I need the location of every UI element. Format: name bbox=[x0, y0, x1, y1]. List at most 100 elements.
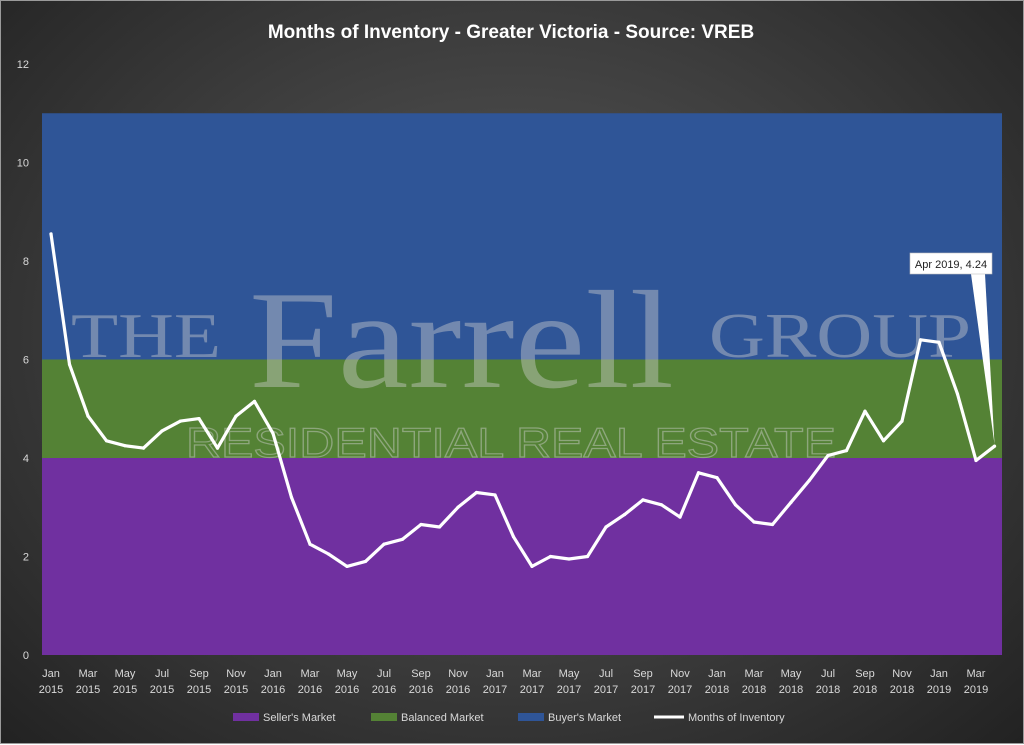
x-tick-year: 2017 bbox=[520, 684, 544, 696]
y-tick-label: 10 bbox=[17, 158, 29, 170]
series-line-months-of-inventory bbox=[49, 232, 997, 569]
data-point bbox=[622, 513, 627, 517]
data-point bbox=[271, 431, 275, 435]
x-tick-month: Jan bbox=[42, 668, 60, 680]
x-tick-year: 2017 bbox=[557, 684, 581, 696]
x-tick-year: 2016 bbox=[335, 684, 359, 696]
band-2 bbox=[42, 113, 1002, 360]
x-tick-year: 2017 bbox=[668, 684, 692, 696]
x-tick-month: Sep bbox=[411, 668, 431, 680]
legend-swatch bbox=[371, 713, 397, 721]
data-point bbox=[141, 446, 146, 450]
legend-swatch bbox=[233, 713, 259, 721]
data-point bbox=[900, 419, 904, 423]
chart-title: Months of Inventory - Greater Victoria -… bbox=[268, 22, 754, 43]
x-tick-year: 2019 bbox=[927, 684, 951, 696]
data-point bbox=[345, 564, 349, 568]
x-tick-month: Jan bbox=[264, 668, 282, 680]
x-tick-month: Jul bbox=[155, 668, 169, 680]
data-point bbox=[252, 399, 257, 403]
x-tick-month: Mar bbox=[967, 668, 986, 680]
x-tick-year: 2018 bbox=[853, 684, 877, 696]
x-tick-month: Sep bbox=[855, 668, 875, 680]
data-point bbox=[67, 362, 72, 367]
data-point bbox=[104, 439, 109, 443]
x-tick-year: 2016 bbox=[261, 684, 285, 696]
legend-item: Seller's Market bbox=[233, 712, 335, 724]
data-point bbox=[178, 419, 183, 423]
series-points bbox=[49, 232, 997, 568]
band-0 bbox=[42, 458, 1002, 655]
data-point bbox=[696, 471, 701, 475]
data-point bbox=[419, 522, 423, 527]
y-tick-label: 8 bbox=[23, 256, 29, 268]
x-tick-year: 2015 bbox=[224, 684, 248, 696]
watermark-the: THE bbox=[71, 300, 221, 371]
watermark: THE Farrell GROUP RESIDENTIAL REAL ESTAT… bbox=[71, 263, 971, 467]
x-tick-month: Jan bbox=[486, 668, 504, 680]
x-tick-month: Mar bbox=[301, 668, 320, 680]
x-tick-month: Sep bbox=[189, 668, 209, 680]
data-point bbox=[937, 340, 941, 344]
x-tick-year: 2016 bbox=[298, 684, 322, 696]
watermark-tagline: RESIDENTIAL REAL ESTATE bbox=[186, 419, 836, 466]
y-tick-label: 6 bbox=[23, 355, 29, 367]
x-tick-month: Nov bbox=[448, 668, 468, 680]
x-tick-month: May bbox=[781, 668, 802, 680]
data-point bbox=[326, 552, 331, 556]
data-point bbox=[123, 444, 127, 448]
x-tick-year: 2018 bbox=[779, 684, 803, 696]
x-tick-year: 2018 bbox=[890, 684, 914, 696]
x-tick-month: Jul bbox=[821, 668, 835, 680]
x-tick-year: 2016 bbox=[446, 684, 470, 696]
data-point bbox=[715, 476, 719, 480]
x-tick-year: 2017 bbox=[594, 684, 618, 696]
data-point bbox=[437, 525, 442, 529]
data-point bbox=[86, 414, 90, 418]
data-point bbox=[641, 498, 645, 502]
watermark-farrell: Farrell bbox=[249, 263, 674, 418]
band-1 bbox=[42, 359, 1002, 458]
x-tick-year: 2015 bbox=[76, 684, 100, 696]
data-point bbox=[308, 542, 312, 546]
data-point bbox=[548, 554, 553, 559]
data-point bbox=[770, 522, 775, 527]
callout-label: Apr 2019, 4.24 bbox=[915, 259, 987, 271]
data-point bbox=[844, 449, 849, 453]
data-point bbox=[826, 453, 830, 458]
x-tick-month: Nov bbox=[226, 668, 246, 680]
annotation: Apr 2019, 4.24 bbox=[909, 252, 995, 445]
x-tick-month: May bbox=[559, 668, 580, 680]
x-tick-year: 2019 bbox=[964, 684, 988, 696]
data-point bbox=[789, 500, 793, 504]
legend-item: Buyer's Market bbox=[518, 712, 621, 724]
legend-swatch bbox=[518, 713, 544, 721]
callout-pointer bbox=[971, 274, 995, 445]
data-point bbox=[585, 554, 590, 559]
x-tick-year: 2016 bbox=[372, 684, 396, 696]
data-point bbox=[752, 520, 756, 524]
data-point bbox=[992, 444, 997, 448]
x-tick-year: 2017 bbox=[631, 684, 655, 696]
callout-box bbox=[909, 252, 993, 275]
x-tick-month: Jan bbox=[930, 668, 948, 680]
data-point bbox=[234, 414, 238, 418]
x-tick-year: 2015 bbox=[150, 684, 174, 696]
data-point bbox=[363, 559, 368, 564]
x-tick-month: Nov bbox=[892, 668, 912, 680]
data-point bbox=[733, 503, 738, 507]
x-tick-year: 2017 bbox=[483, 684, 507, 696]
x-tick-month: Jul bbox=[599, 668, 613, 680]
data-point bbox=[955, 392, 960, 396]
data-point bbox=[807, 478, 812, 482]
y-tick-label: 2 bbox=[23, 552, 29, 564]
x-tick-month: Sep bbox=[633, 668, 653, 680]
data-point bbox=[530, 564, 534, 568]
legend-label: Balanced Market bbox=[401, 712, 484, 724]
axes: 0 2 4 6 8 10 12 Jan 2015 Mar 2015 May 2015 Jul 2015 Sep… bbox=[17, 59, 988, 696]
data-point bbox=[863, 409, 867, 413]
data-point bbox=[160, 429, 164, 433]
x-tick-month: Jan bbox=[708, 668, 726, 680]
